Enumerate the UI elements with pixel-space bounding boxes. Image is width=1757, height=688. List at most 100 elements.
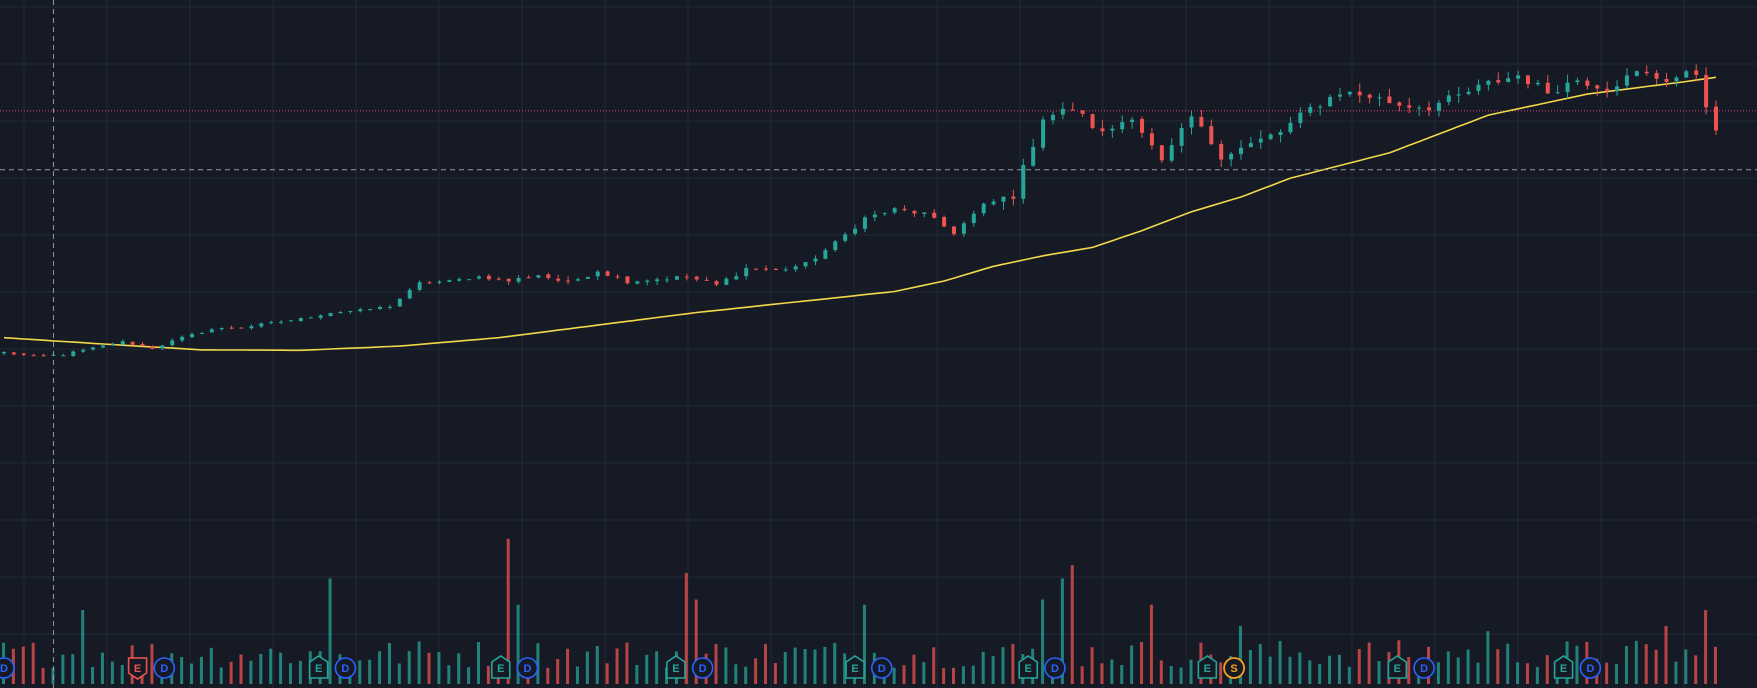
candle-body[interactable] <box>140 344 145 346</box>
candle-body[interactable] <box>892 208 897 213</box>
candle-body[interactable] <box>1397 102 1402 106</box>
candle-body[interactable] <box>1694 70 1699 75</box>
candle-body[interactable] <box>991 201 996 205</box>
candle-body[interactable] <box>833 241 838 251</box>
candle-body[interactable] <box>1337 94 1342 97</box>
event-marker-e[interactable]: E <box>1387 655 1408 679</box>
candle-body[interactable] <box>477 276 482 279</box>
event-marker-e[interactable]: E <box>666 655 686 679</box>
candle-body[interactable] <box>407 289 412 299</box>
candle-body[interactable] <box>496 278 501 280</box>
candle-body[interactable] <box>961 223 966 234</box>
candle-body[interactable] <box>1634 71 1639 76</box>
candle-body[interactable] <box>318 315 323 318</box>
candle-body[interactable] <box>1347 91 1352 95</box>
candle-body[interactable] <box>843 234 848 241</box>
candle-body[interactable] <box>31 355 36 357</box>
candle-body[interactable] <box>952 226 957 235</box>
candle-body[interactable] <box>595 271 600 277</box>
candle-body[interactable] <box>259 323 264 327</box>
candle-body[interactable] <box>1525 75 1530 85</box>
candle-body[interactable] <box>803 262 808 267</box>
candle-body[interactable] <box>665 279 670 281</box>
candle-body[interactable] <box>170 340 175 346</box>
candle-body[interactable] <box>1258 138 1263 143</box>
candle-body[interactable] <box>1684 71 1689 78</box>
candle-body[interactable] <box>91 347 96 350</box>
candle-body[interactable] <box>1714 106 1718 131</box>
candle-body[interactable] <box>100 345 105 348</box>
candle-body[interactable] <box>714 281 719 285</box>
candle-body[interactable] <box>1615 86 1620 92</box>
candle-body[interactable] <box>298 317 303 322</box>
candle-body[interactable] <box>61 355 66 357</box>
candle-body[interactable] <box>41 355 46 357</box>
event-marker-e[interactable]: E <box>308 655 329 679</box>
candle-body[interactable] <box>1278 132 1283 136</box>
candle-body[interactable] <box>823 250 828 259</box>
candle-body[interactable] <box>1387 96 1392 104</box>
candle-body[interactable] <box>209 329 214 333</box>
candle-body[interactable] <box>1545 82 1550 94</box>
candle-body[interactable] <box>872 214 877 218</box>
candle-body[interactable] <box>397 298 402 307</box>
candle-body[interactable] <box>516 277 521 282</box>
candle-body[interactable] <box>130 341 135 345</box>
candle-body[interactable] <box>1298 112 1303 124</box>
candle-body[interactable] <box>1318 106 1323 108</box>
candle-body[interactable] <box>1506 78 1511 82</box>
candle-body[interactable] <box>1130 119 1135 123</box>
candle-body[interactable] <box>1605 88 1610 92</box>
candle-body[interactable] <box>308 317 313 319</box>
candle-body[interactable] <box>853 228 858 234</box>
candle-body[interactable] <box>783 269 788 271</box>
candle-body[interactable] <box>981 203 986 214</box>
candle-body[interactable] <box>180 336 185 341</box>
candle-body[interactable] <box>447 280 452 282</box>
candle-body[interactable] <box>190 334 195 338</box>
event-marker-e[interactable]: E <box>1197 655 1218 679</box>
event-marker-d[interactable]: D <box>1579 657 1602 679</box>
candle-body[interactable] <box>457 279 462 281</box>
candle-body[interactable] <box>1357 91 1362 96</box>
candle-body[interactable] <box>1446 95 1451 103</box>
candle-body[interactable] <box>1199 116 1204 127</box>
candle-body[interactable] <box>2 352 6 354</box>
candle-body[interactable] <box>1456 94 1461 96</box>
candle-body[interactable] <box>1219 144 1224 160</box>
candle-body[interactable] <box>71 351 76 356</box>
candle-body[interactable] <box>942 217 947 227</box>
event-marker-d[interactable]: D <box>334 657 357 679</box>
candle-body[interactable] <box>437 281 442 283</box>
candle-body[interactable] <box>1377 97 1382 99</box>
candle-body[interactable] <box>199 333 204 335</box>
candle-body[interactable] <box>1496 80 1501 83</box>
candle-body[interactable] <box>1100 128 1105 132</box>
candle-body[interactable] <box>773 268 778 270</box>
candle-body[interactable] <box>328 312 333 316</box>
candle-body[interactable] <box>1209 126 1214 145</box>
candle-body[interactable] <box>1466 91 1471 94</box>
candle-body[interactable] <box>1624 75 1629 86</box>
candle-body[interactable] <box>912 210 917 214</box>
candle-body[interactable] <box>11 352 16 355</box>
event-marker-d[interactable]: D <box>1044 657 1066 679</box>
candle-body[interactable] <box>387 306 392 308</box>
candle-body[interactable] <box>160 345 165 349</box>
candle-body[interactable] <box>645 280 650 282</box>
candle-body[interactable] <box>724 278 729 285</box>
candle-body[interactable] <box>862 217 867 229</box>
candle-body[interactable] <box>338 312 343 314</box>
candle-body[interactable] <box>1476 84 1481 92</box>
event-marker-e[interactable]: E <box>127 657 148 680</box>
candle-body[interactable] <box>1189 116 1194 128</box>
event-marker-e[interactable]: E <box>490 655 511 679</box>
candle-body[interactable] <box>625 276 630 284</box>
candle-body[interactable] <box>1585 80 1590 86</box>
event-marker-d[interactable]: D <box>870 657 893 679</box>
candle-body[interactable] <box>734 276 739 280</box>
candle-body[interactable] <box>694 276 699 280</box>
event-marker-d[interactable]: D <box>691 657 714 679</box>
candle-body[interactable] <box>763 268 768 270</box>
